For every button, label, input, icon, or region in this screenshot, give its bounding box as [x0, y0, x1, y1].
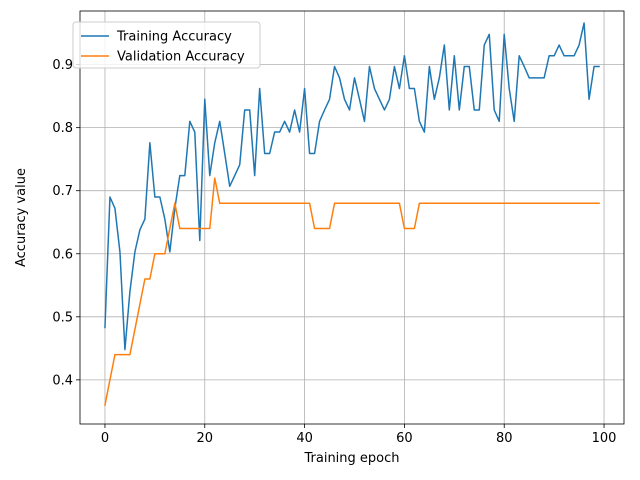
- series-lines: [104, 22, 600, 406]
- x-tick-label: 80: [496, 431, 513, 446]
- legend-label-validation: Validation Accuracy: [117, 50, 245, 65]
- x-tick-label: 0: [101, 431, 109, 446]
- x-tick-label: 20: [196, 431, 213, 446]
- y-tick-label: 0.5: [52, 310, 73, 325]
- plot-frame: [79, 10, 625, 425]
- y-tick-label: 0.8: [52, 121, 73, 136]
- y-tick-label: 0.7: [52, 184, 73, 199]
- x-tick-label: 40: [296, 431, 313, 446]
- legend-label-training: Training Accuracy: [116, 30, 232, 45]
- y-tick-label: 0.4: [52, 373, 73, 388]
- y-tick-label: 0.9: [52, 58, 73, 73]
- x-tick-label: 60: [396, 431, 413, 446]
- validation-accuracy-line: [104, 177, 600, 406]
- legend: Training Accuracy Validation Accuracy: [72, 21, 261, 69]
- y-tick-label: 0.6: [52, 247, 73, 262]
- grid: [80, 11, 624, 424]
- y-axis-label: Accuracy value: [14, 168, 29, 267]
- legend-box: [72, 21, 261, 69]
- x-axis-label: Training epoch: [303, 451, 399, 466]
- x-tick-label: 100: [592, 431, 617, 446]
- training-accuracy-line: [104, 22, 600, 351]
- axis-ticks: 0 20 40 60 80 100 0.4 0.5 0.6 0.7 0.8 0.9: [52, 58, 616, 446]
